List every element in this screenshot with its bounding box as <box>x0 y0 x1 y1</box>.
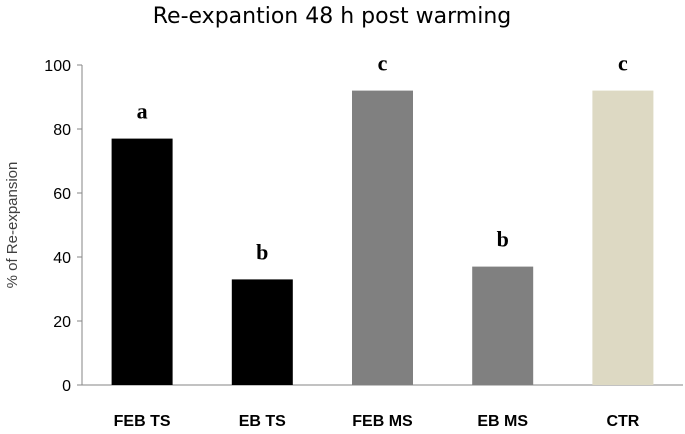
x-tick-label: EB MS <box>477 413 528 430</box>
significance-letters: a b c b c <box>137 51 628 265</box>
significance-letter: c <box>378 51 388 76</box>
bar <box>592 90 654 385</box>
bar <box>231 279 293 385</box>
y-tick-label: 0 <box>62 378 71 395</box>
x-tick-labels: FEB TS EB TS FEB MS EB MS CTR <box>114 413 640 430</box>
bar <box>472 266 534 385</box>
significance-letter: b <box>256 239 268 264</box>
y-axis-label: % of Re-expansion <box>4 162 21 289</box>
y-tick-label: 80 <box>53 122 71 139</box>
significance-letter: a <box>137 99 148 124</box>
significance-letter: c <box>618 51 628 76</box>
significance-letter: b <box>497 227 509 252</box>
y-tick-label: 20 <box>53 314 71 331</box>
bar <box>111 138 173 385</box>
bars <box>111 90 654 385</box>
y-tick-label: 100 <box>44 58 71 75</box>
bar <box>352 90 413 385</box>
chart-title: Re-expantion 48 h post warming <box>153 4 511 29</box>
y-tick-labels: 0 20 40 60 80 100 <box>44 58 71 395</box>
x-tick-label: FEB TS <box>114 413 171 430</box>
y-tick-marks <box>77 64 82 386</box>
x-tick-label: EB TS <box>239 413 286 430</box>
y-tick-label: 40 <box>53 250 71 267</box>
x-tick-label: FEB MS <box>352 413 413 430</box>
y-tick-label: 60 <box>53 186 71 203</box>
x-tick-label: CTR <box>606 413 639 430</box>
